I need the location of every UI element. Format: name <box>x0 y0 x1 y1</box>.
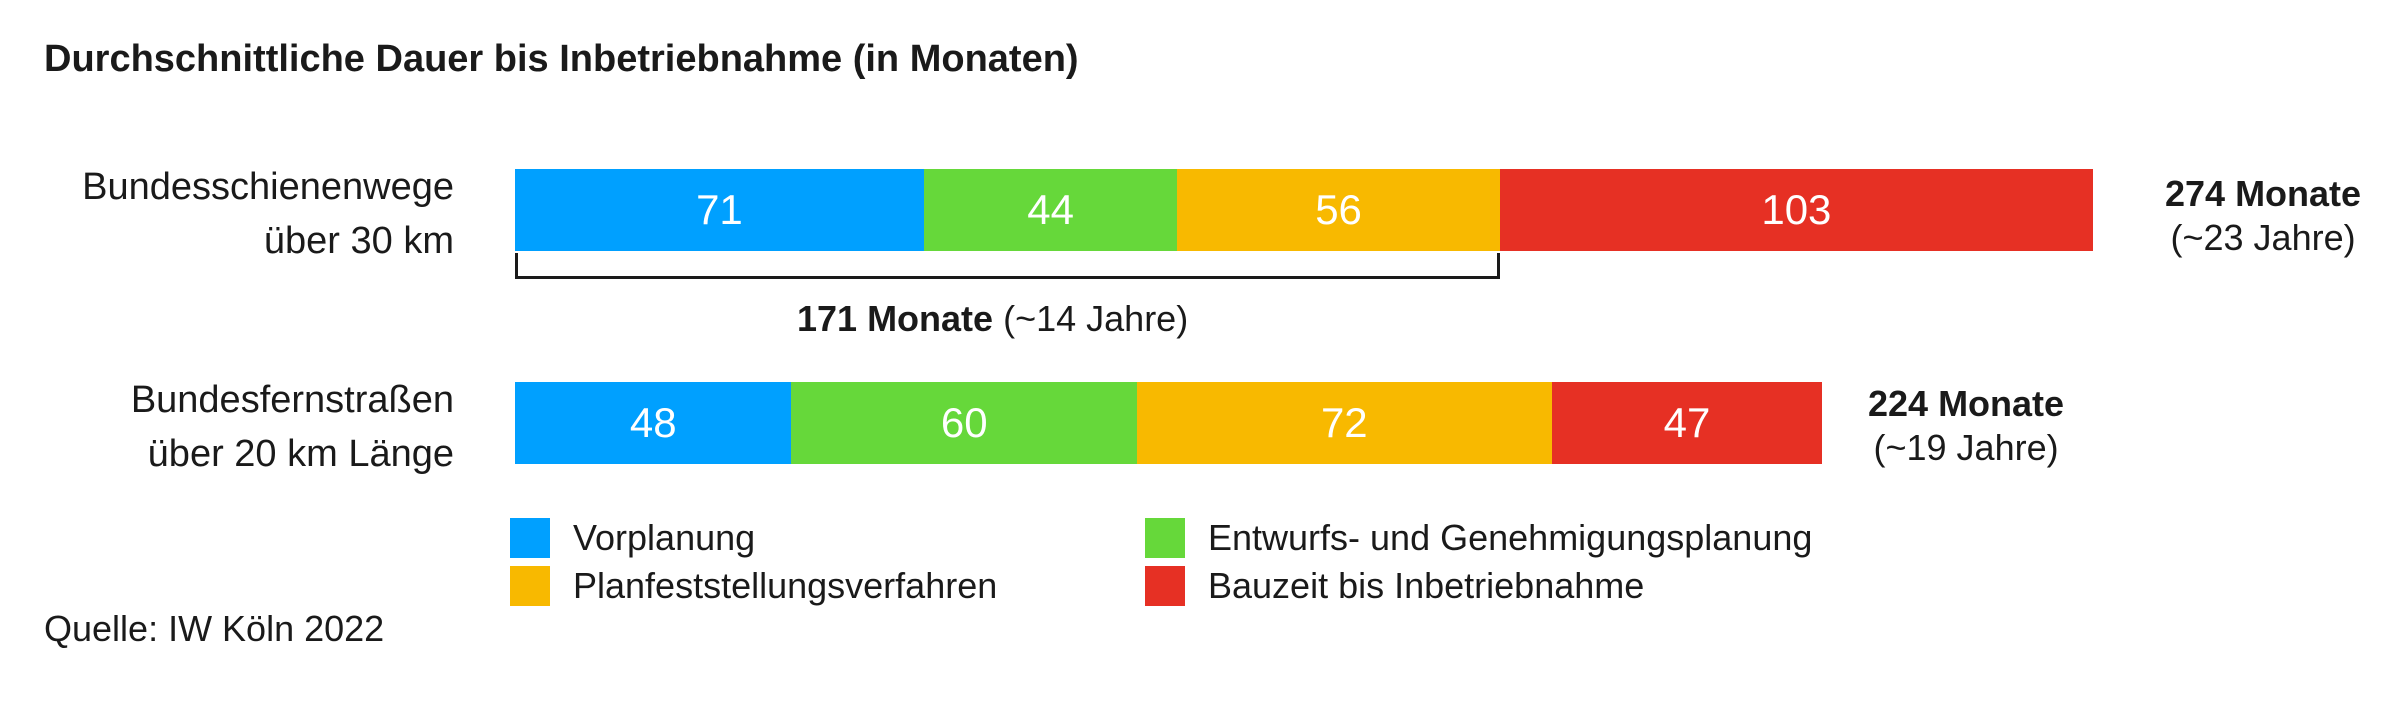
source-note: Quelle: IW Köln 2022 <box>44 608 385 649</box>
data-label-rail-entwurf: 44 <box>1027 186 1074 233</box>
data-label-rail-vorplanung: 71 <box>696 186 743 233</box>
bar-row-rail: 71 44 56 103 <box>515 169 2093 251</box>
bracket-months: 171 Monate <box>797 298 994 339</box>
total-rail-months: 274 Monate <box>2165 173 2362 214</box>
data-label-rail-bauzeit: 103 <box>1761 186 1832 233</box>
legend-swatch-entwurf <box>1145 518 1185 558</box>
data-label-road-planfeststellung: 72 <box>1320 399 1368 446</box>
legend-label-bauzeit: Bauzeit bis Inbetriebnahme <box>1208 565 1645 606</box>
total-road-years: (~19 Jahre) <box>1873 427 2059 468</box>
legend-swatch-planfeststellung <box>510 566 550 606</box>
bar-segment-road-bauzeit <box>1551 382 1823 464</box>
bracket-years: (~14 Jahre) <box>1003 298 1189 339</box>
legend-swatch-bauzeit <box>1145 566 1185 606</box>
bar-segment-rail-planfeststellung <box>1177 169 1500 251</box>
total-rail-years: (~23 Jahre) <box>2170 217 2356 258</box>
row-label-road: Bundesfernstraßen über 20 km Länge <box>131 373 454 481</box>
legend-swatch-vorplanung <box>510 518 550 558</box>
bar-segment-rail-bauzeit <box>1499 169 2093 251</box>
planning-bracket-label: 171 Monate (~14 Jahre) <box>797 298 1188 340</box>
data-label-road-vorplanung: 48 <box>629 399 677 446</box>
total-road-months: 224 Monate <box>1868 383 2065 424</box>
total-rail: 274 Monate (~23 Jahre) <box>2165 172 2361 260</box>
legend-label-entwurf: Entwurfs- und Genehmigungsplanung <box>1208 517 1813 558</box>
bar-segment-road-vorplanung <box>515 382 792 464</box>
total-road: 224 Monate (~19 Jahre) <box>1868 382 2064 470</box>
data-label-road-bauzeit: 47 <box>1663 399 1711 446</box>
legend-label-planfeststellung: Planfeststellungsverfahren <box>573 565 998 606</box>
legend-label-vorplanung: Vorplanung <box>573 517 756 558</box>
row-label-rail-line2: über 30 km <box>263 220 454 262</box>
bar-segment-road-planfeststellung <box>1136 382 1552 464</box>
bar-segment-rail-entwurf <box>923 169 1178 251</box>
row-label-road-line1: Bundesfernstraßen <box>130 379 454 421</box>
bar-segment-rail-vorplanung <box>515 169 924 251</box>
row-label-rail: Bundesschienenwege über 30 km <box>82 160 454 268</box>
bar-segment-road-entwurf <box>791 382 1137 464</box>
bar-row-road: 48 60 72 47 <box>515 382 1823 464</box>
row-label-road-line2: über 20 km Länge <box>147 433 454 475</box>
chart-title: Durchschnittliche Dauer bis Inbetriebnah… <box>44 38 1079 80</box>
row-label-rail-line1: Bundesschienenwege <box>82 166 454 208</box>
data-label-road-entwurf: 60 <box>940 399 988 446</box>
planning-bracket <box>515 253 1500 279</box>
data-label-rail-planfeststellung: 56 <box>1315 186 1362 233</box>
